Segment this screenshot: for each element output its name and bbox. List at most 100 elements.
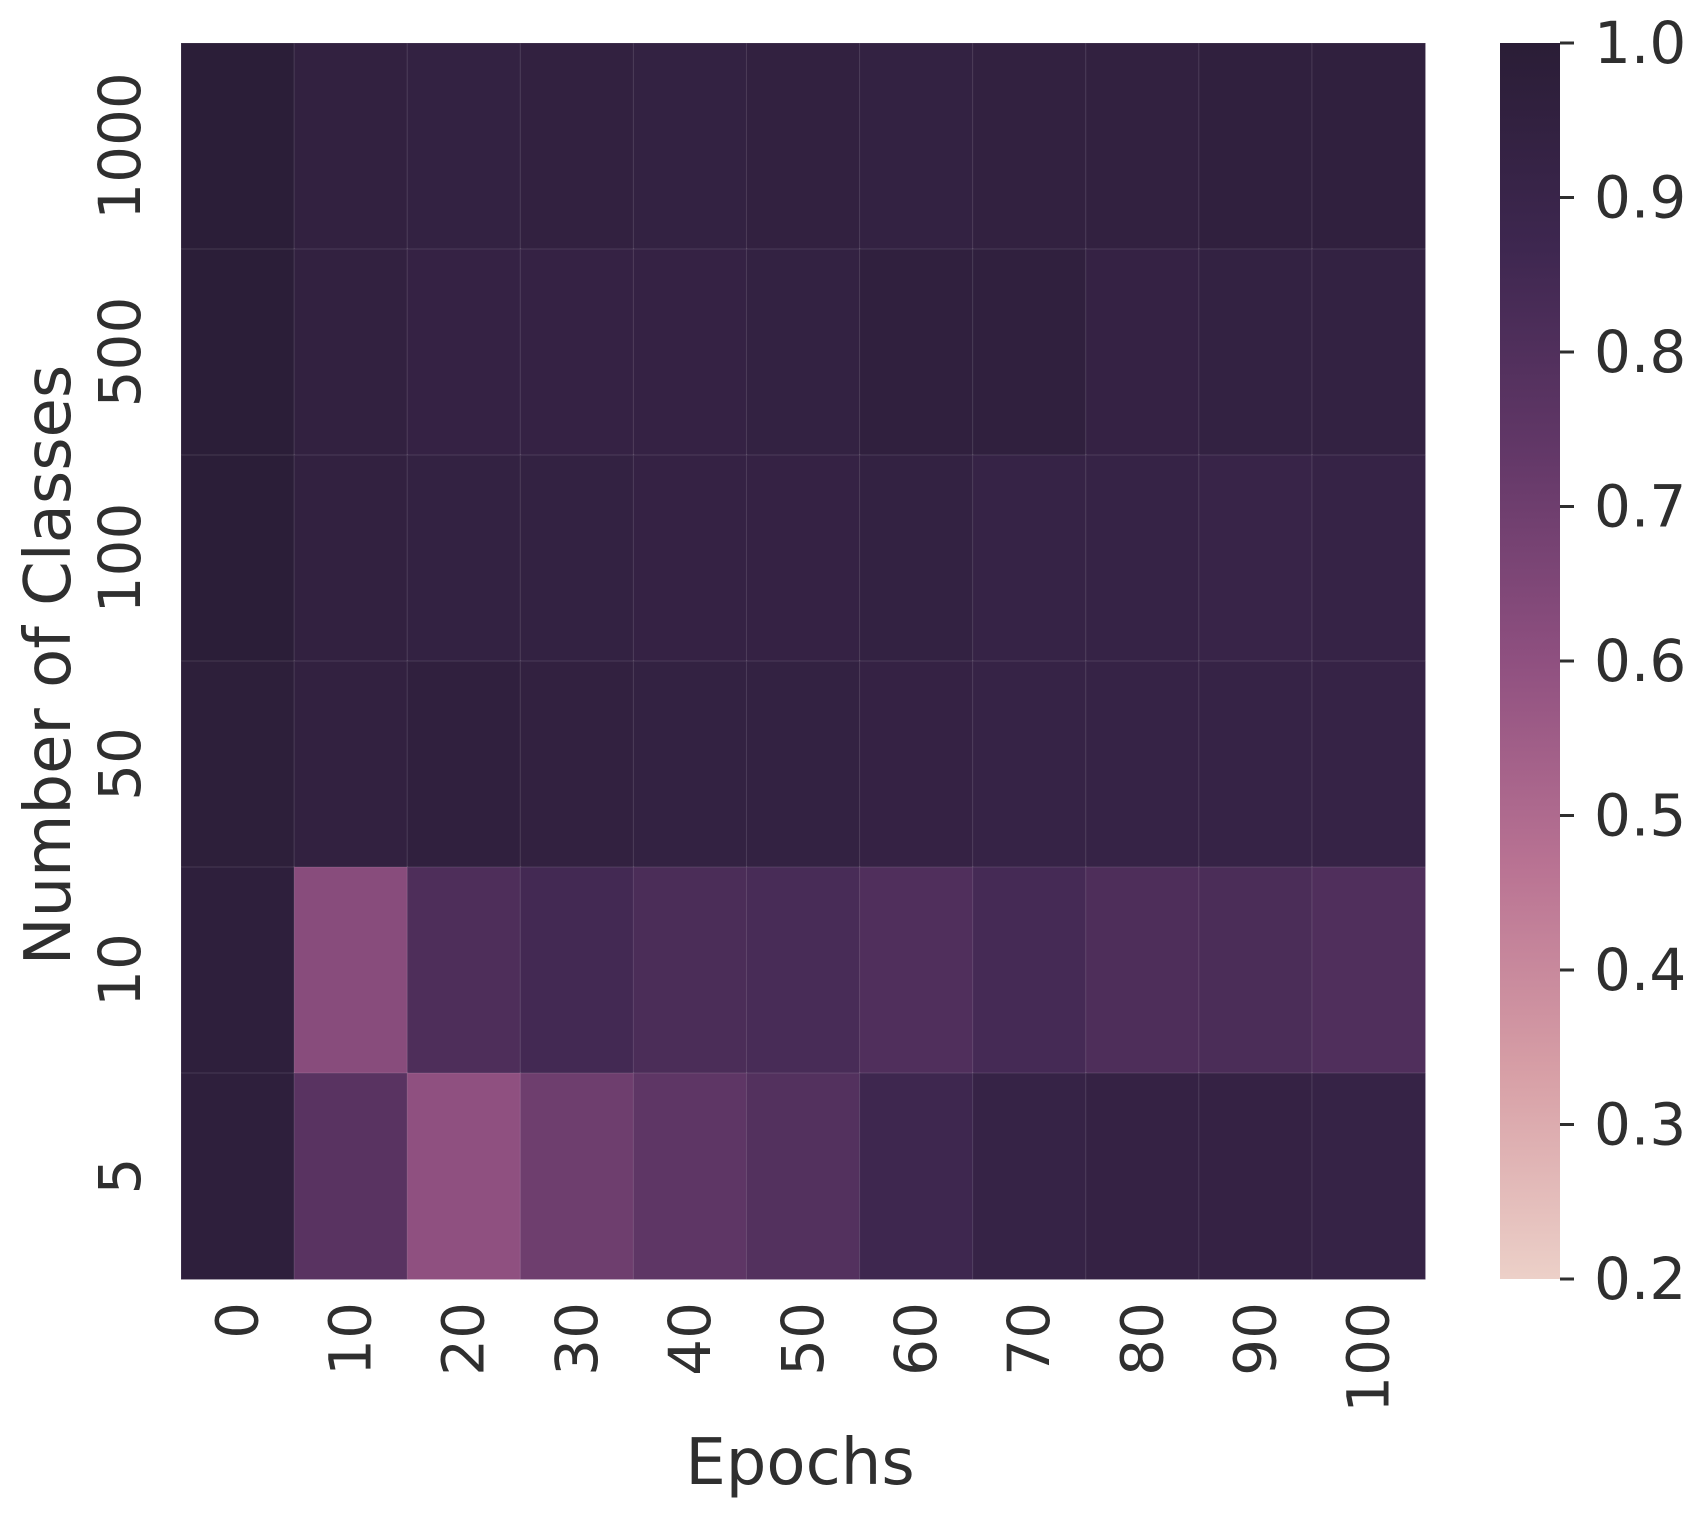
- heatmap-cell-5-50: [745, 1072, 861, 1280]
- y-tick-label: 100: [86, 503, 154, 614]
- heatmap-cell-100-100: [1311, 454, 1427, 662]
- colorbar: 0.2 0.3 0.4 0.5 0.6 0.7 0.8 0.9 1.0: [1500, 9, 1686, 1313]
- heatmap-cell-50-70: [972, 660, 1087, 868]
- colorbar-tick-label: 0.9: [1594, 164, 1686, 232]
- heatmap-cell-100-30: [519, 454, 635, 662]
- x-tick-label: 80: [1108, 1302, 1176, 1376]
- y-tick-label: 5: [86, 1158, 154, 1195]
- heatmap-cell-50-60: [859, 660, 974, 868]
- heatmap-cell-500-50: [745, 248, 861, 456]
- heatmap-cell-5-10: [293, 1072, 409, 1280]
- heatmap-cell-1000-20: [406, 42, 522, 250]
- heatmap-cell-50-90: [1198, 660, 1313, 868]
- heatmap-cell-50-50: [745, 660, 861, 868]
- heatmap-cell-50-80: [1085, 660, 1200, 868]
- heatmap-cell-1000-30: [519, 42, 635, 250]
- heatmap-cell-10-100: [1311, 866, 1427, 1074]
- x-tick-label: 10: [317, 1302, 385, 1376]
- heatmap-cell-500-40: [632, 248, 748, 456]
- colorbar-tick-label: 0.3: [1594, 1091, 1686, 1159]
- x-axis-ticks: 0 10 20 30 40 50 60 70 80 90 100: [204, 1302, 1403, 1413]
- heatmap-cell-10-80: [1085, 866, 1200, 1074]
- heatmap-cell-1000-50: [745, 42, 861, 250]
- heatmap-cell-1000-60: [859, 42, 974, 250]
- heatmap-cell-1000-80: [1085, 42, 1200, 250]
- heatmap-cell-100-50: [745, 454, 861, 662]
- heatmap-cell-500-10: [293, 248, 409, 456]
- heatmap-cell-5-100: [1311, 1072, 1427, 1280]
- heatmap-cell-50-100: [1311, 660, 1427, 868]
- heatmap-cell-500-100: [1311, 248, 1427, 456]
- heatmap-cell-10-50: [745, 866, 861, 1074]
- colorbar-tick-label: 0.7: [1594, 473, 1686, 541]
- heatmap-cell-10-70: [972, 866, 1087, 1074]
- heatmap-cell-50-30: [519, 660, 635, 868]
- heatmap-cell-50-40: [632, 660, 748, 868]
- heatmap-cell-500-30: [519, 248, 635, 456]
- heatmap-cell-500-0: [180, 248, 296, 456]
- colorbar-tick-label: 0.6: [1594, 627, 1686, 695]
- y-axis-label: Number of Classes: [12, 365, 86, 966]
- heatmap-cell-10-40: [632, 866, 748, 1074]
- heatmap-cell-100-90: [1198, 454, 1313, 662]
- heatmap-cell-100-10: [293, 454, 409, 662]
- heatmap-cell-50-20: [406, 660, 522, 868]
- y-tick-label: 10: [86, 933, 154, 1007]
- heatmap-cell-5-40: [632, 1072, 748, 1280]
- heatmap-cell-5-60: [859, 1072, 974, 1280]
- heatmap-cell-10-60: [859, 866, 974, 1074]
- heatmap-cell-100-60: [859, 454, 974, 662]
- heatmap-cell-500-70: [972, 248, 1087, 456]
- x-tick-label: 50: [769, 1302, 837, 1376]
- heatmap-cell-1000-0: [180, 42, 296, 250]
- y-tick-label: 500: [86, 297, 154, 408]
- heatmap-cell-5-20: [406, 1072, 522, 1280]
- y-axis-ticks: 1000 500 100 50 10 5: [86, 72, 154, 1194]
- heatmap-cell-1000-40: [632, 42, 748, 250]
- heatmap-cell-5-0: [180, 1072, 296, 1280]
- heatmap-cell-5-30: [519, 1072, 635, 1280]
- heatmap-cell-1000-10: [293, 42, 409, 250]
- heatmap-cell-100-70: [972, 454, 1087, 662]
- heatmap-cells: [180, 42, 1427, 1280]
- heatmap-cell-5-70: [972, 1072, 1087, 1280]
- heatmap-cell-100-20: [406, 454, 522, 662]
- heatmap-cell-1000-100: [1311, 42, 1427, 250]
- heatmap-cell-500-80: [1085, 248, 1200, 456]
- x-tick-label: 60: [882, 1302, 950, 1376]
- heatmap-cell-100-80: [1085, 454, 1200, 662]
- colorbar-tick-label: 0.8: [1594, 318, 1686, 386]
- heatmap-cell-100-40: [632, 454, 748, 662]
- heatmap-cell-500-20: [406, 248, 522, 456]
- heatmap-cell-10-90: [1198, 866, 1313, 1074]
- heatmap-cell-100-0: [180, 454, 296, 662]
- x-tick-label: 0: [204, 1302, 272, 1339]
- x-tick-label: 20: [430, 1302, 498, 1376]
- heatmap-cell-1000-70: [972, 42, 1087, 250]
- heatmap-cell-10-30: [519, 866, 635, 1074]
- heatmap-cell-500-90: [1198, 248, 1313, 456]
- heatmap-cell-10-20: [406, 866, 522, 1074]
- colorbar-tick-label: 0.2: [1594, 1245, 1686, 1313]
- x-tick-label: 70: [995, 1302, 1063, 1376]
- heatmap-cell-10-0: [180, 866, 296, 1074]
- heatmap-cell-10-10: [293, 866, 409, 1074]
- colorbar-tick-label: 1.0: [1594, 9, 1686, 77]
- x-axis-label: Epochs: [685, 1426, 914, 1500]
- x-tick-label: 100: [1335, 1302, 1403, 1413]
- colorbar-ticks: 0.2 0.3 0.4 0.5 0.6 0.7 0.8 0.9 1.0: [1560, 9, 1686, 1313]
- heatmap-cell-50-10: [293, 660, 409, 868]
- colorbar-gradient: [1500, 43, 1560, 1279]
- heatmap-cell-500-60: [859, 248, 974, 456]
- heatmap-cell-50-0: [180, 660, 296, 868]
- heatmap-cell-5-80: [1085, 1072, 1200, 1280]
- x-tick-label: 30: [543, 1302, 611, 1376]
- y-tick-label: 50: [86, 727, 154, 801]
- x-tick-label: 40: [656, 1302, 724, 1376]
- colorbar-tick-label: 0.4: [1594, 936, 1686, 1004]
- x-tick-label: 90: [1221, 1302, 1289, 1376]
- y-tick-label: 1000: [86, 72, 154, 220]
- heatmap-cell-1000-90: [1198, 42, 1313, 250]
- heatmap-cell-5-90: [1198, 1072, 1313, 1280]
